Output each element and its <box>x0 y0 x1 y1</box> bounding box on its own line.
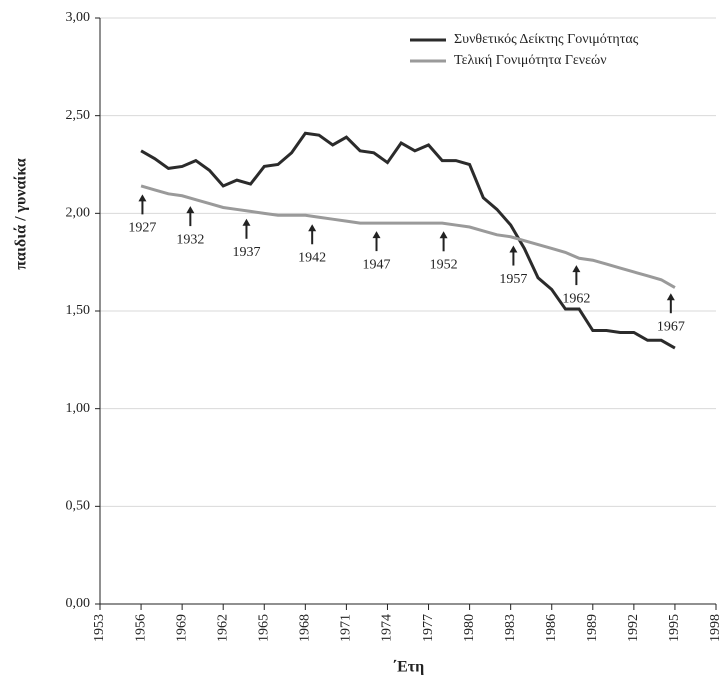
series-line <box>140 131 676 350</box>
y-tick-label: 1,00 <box>66 401 91 416</box>
x-tick-label: 1969 <box>174 614 189 642</box>
x-tick-label: 1968 <box>298 614 313 642</box>
legend-label: Συνθετικός Δείκτης Γονιμότητας <box>454 32 639 47</box>
legend-label: Τελική Γονιμότητα Γενεών <box>454 53 607 68</box>
y-tick-label: 2,50 <box>66 108 91 123</box>
annotation-label: 1952 <box>430 258 458 273</box>
x-tick-label: 1953 <box>92 614 107 642</box>
x-tick-label: 1989 <box>585 614 600 642</box>
x-tick-label: 1980 <box>462 614 477 642</box>
x-tick-label: 1974 <box>380 614 395 642</box>
x-tick-label: 1962 <box>215 614 230 642</box>
annotation-label: 1947 <box>363 257 391 272</box>
x-tick-label: 1983 <box>503 614 518 642</box>
annotation-arrowhead <box>509 245 518 253</box>
annotation-label: 1932 <box>176 232 204 247</box>
annotation-arrowhead <box>372 231 381 239</box>
y-axis-label: παιδιά / γυναίκα <box>13 158 30 270</box>
y-tick-label: 0,00 <box>66 596 91 611</box>
annotation-arrowhead <box>439 231 448 239</box>
x-tick-label: 1986 <box>544 614 559 642</box>
annotation-arrowhead <box>572 265 581 273</box>
x-tick-label: 1956 <box>133 614 148 642</box>
annotation-label: 1927 <box>128 221 156 236</box>
annotation-label: 1962 <box>562 291 590 306</box>
x-tick-label: 1971 <box>339 614 354 642</box>
y-tick-label: 0,50 <box>66 499 91 514</box>
x-tick-label: 1965 <box>256 614 271 642</box>
y-tick-label: 3,00 <box>66 10 91 25</box>
annotation-label: 1937 <box>232 245 260 260</box>
annotation-label: 1967 <box>657 319 685 334</box>
annotation-arrowhead <box>138 194 147 202</box>
x-tick-label: 1977 <box>421 614 436 642</box>
x-tick-label: 1995 <box>667 614 682 642</box>
series-line <box>140 184 676 289</box>
x-axis-label: ΄Ετη <box>392 659 424 676</box>
annotation-arrowhead <box>186 206 195 214</box>
annotation-arrowhead <box>666 293 675 301</box>
annotation-arrowhead <box>242 218 251 226</box>
x-tick-label: 1992 <box>626 614 641 642</box>
y-tick-label: 1,50 <box>66 303 91 318</box>
annotation-label: 1957 <box>499 272 527 287</box>
annotation-label: 1942 <box>298 250 326 265</box>
x-tick-label: 1998 <box>708 614 723 642</box>
y-tick-label: 2,00 <box>66 206 91 221</box>
annotation-arrowhead <box>308 224 317 232</box>
